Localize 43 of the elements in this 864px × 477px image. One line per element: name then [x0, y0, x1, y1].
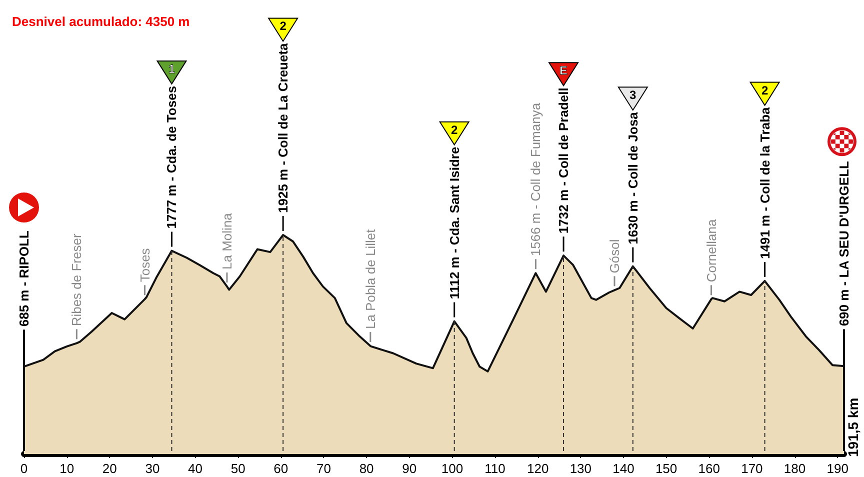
annotation: 1566 m - Coll de Fumanya [528, 102, 544, 256]
x-tick-label: 60 [274, 461, 288, 476]
chart-title: Desnivel acumulado: 4350 m [12, 14, 190, 29]
triangle-badge-icon: 1 [156, 60, 188, 85]
x-tick-label: 100 [441, 461, 464, 476]
ref-line-label: 1112 m - Cda. Sant Isidre [446, 146, 462, 300]
triangle-badge-icon: E [548, 62, 579, 87]
x-tick-label: 20 [102, 461, 117, 476]
x-tick-label: 40 [188, 461, 203, 476]
annotation: Cornellana [704, 218, 719, 282]
x-tick-label: 70 [316, 461, 331, 476]
ref-line-label: 1777 m - Cda. de Toses [164, 86, 180, 229]
x-tick-label: 170 [741, 461, 763, 476]
ref-line-label: 1925 m - Coll de La Creueta [276, 42, 291, 213]
triangle-badge-icon: 3 [618, 86, 648, 112]
x-tick-label: 180 [784, 461, 806, 476]
x-tick-label: 10 [60, 461, 74, 476]
triangle-badge-icon: 2 [749, 82, 780, 106]
text: 191,5 km [845, 398, 861, 457]
triangle-badge-icon: 2 [438, 121, 470, 146]
annotation: La Pobla de Lillet [362, 228, 378, 330]
x-tick-label: 110 [484, 461, 506, 476]
x-tick-label: 190 [826, 461, 848, 476]
ref-line-label: 1491 m - Coll de la Traba [757, 106, 772, 259]
x-tick-label: 140 [612, 461, 634, 476]
x-tick-label: 90 [402, 461, 417, 476]
x-tick-label: 0 [20, 461, 28, 476]
x-tick-label: 50 [230, 461, 246, 476]
annotation: La Molina [219, 212, 234, 270]
triangle-badge-icon: 2 [268, 18, 298, 42]
x-tick-label: 160 [698, 461, 720, 476]
x-tick-label: 30 [145, 461, 160, 476]
x-tick-label: 120 [526, 461, 549, 476]
annotation: Toses [137, 248, 152, 282]
ref-line-label: 690 m - LA SEU D'URGELL [836, 160, 852, 326]
annotation: Ribes de Freser [69, 233, 84, 326]
x-tick-label: 130 [570, 461, 592, 476]
ref-line-label: 685 m - RIPOLL [16, 230, 32, 327]
annotation: Gósol [606, 239, 622, 274]
ref-line-label: 1630 m - Coll de Josa [625, 111, 640, 244]
ref-line-label: 1732 m - Coll de Pradell [556, 88, 572, 234]
x-tick-label: 80 [359, 461, 374, 476]
x-tick-label: 150 [655, 461, 678, 476]
